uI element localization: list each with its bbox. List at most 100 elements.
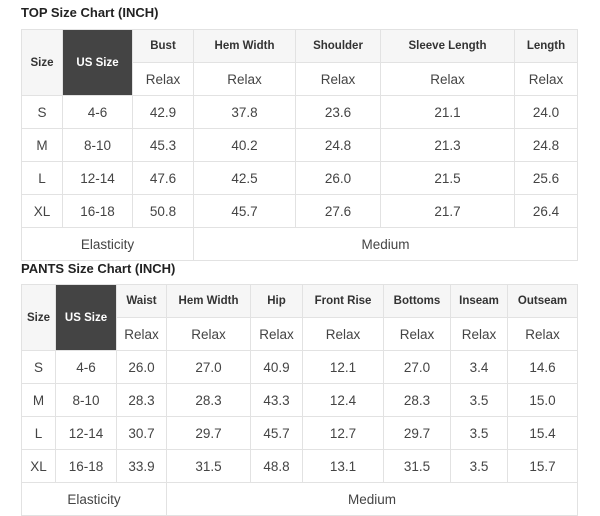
- column-header: Hip: [250, 284, 303, 318]
- table-cell: 43.3: [250, 383, 303, 417]
- table-cell: 29.7: [166, 416, 251, 450]
- table-cell: 45.7: [193, 194, 296, 228]
- table-cell: 23.6: [295, 95, 381, 129]
- elasticity-value: Medium: [193, 227, 578, 261]
- table-cell: 30.7: [116, 416, 167, 450]
- table-row: XL 16-18 50.8 45.7 27.6 21.7 26.4: [21, 194, 578, 228]
- table-cell: 12-14: [62, 161, 133, 195]
- column-header: Waist: [116, 284, 167, 318]
- table-cell: 16-18: [55, 449, 117, 483]
- table-cell: 24.8: [514, 128, 578, 162]
- column-header: Inseam: [450, 284, 508, 318]
- table-cell: 42.9: [132, 95, 194, 129]
- table-cell: 33.9: [116, 449, 167, 483]
- table-cell: 4-6: [62, 95, 133, 129]
- column-header: Bust: [132, 29, 194, 63]
- column-header: Hem Width: [166, 284, 251, 318]
- pants-chart-title: PANTS Size Chart (INCH): [21, 261, 176, 276]
- fit-label: Relax: [450, 317, 508, 351]
- elasticity-label: Elasticity: [21, 227, 194, 261]
- column-header: Size: [21, 284, 56, 351]
- table-cell: 15.0: [507, 383, 578, 417]
- table-cell: 12.1: [302, 350, 384, 384]
- table-cell: L: [21, 161, 63, 195]
- table-cell: 8-10: [62, 128, 133, 162]
- table-cell: 16-18: [62, 194, 133, 228]
- table-cell: 12.4: [302, 383, 384, 417]
- elasticity-value: Medium: [166, 482, 578, 516]
- column-header: US Size: [62, 29, 133, 96]
- table-cell: 27.6: [295, 194, 381, 228]
- table-cell: 3.5: [450, 383, 508, 417]
- table-cell: 4-6: [55, 350, 117, 384]
- table-cell: 28.3: [383, 383, 451, 417]
- pants-size-table: Size US Size Waist Hem Width Hip Front Rise Bo…: [21, 284, 578, 516]
- table-cell: 40.9: [250, 350, 303, 384]
- fit-label: Relax: [380, 62, 515, 96]
- table-cell: 45.3: [132, 128, 194, 162]
- table-cell: 27.0: [166, 350, 251, 384]
- column-header: Shoulder: [295, 29, 381, 63]
- table-cell: S: [21, 95, 63, 129]
- header-row: Size US Size Waist Hem Width Hip Front Rise Bo…: [21, 284, 578, 351]
- fit-label: Relax: [116, 317, 167, 351]
- table-cell: 3.5: [450, 416, 508, 450]
- table-cell: 12.7: [302, 416, 384, 450]
- column-header: Sleeve Length: [380, 29, 515, 63]
- table-cell: 21.3: [380, 128, 515, 162]
- elasticity-row: Elasticity Medium: [21, 227, 578, 261]
- table-cell: 42.5: [193, 161, 296, 195]
- table-cell: 21.5: [380, 161, 515, 195]
- table-cell: 31.5: [383, 449, 451, 483]
- table-cell: 26.4: [514, 194, 578, 228]
- table-cell: 24.0: [514, 95, 578, 129]
- table-cell: 13.1: [302, 449, 384, 483]
- column-header: Outseam: [507, 284, 578, 318]
- column-header: Front Rise: [302, 284, 384, 318]
- table-cell: 3.5: [450, 449, 508, 483]
- column-header: Size: [21, 29, 63, 96]
- table-cell: 50.8: [132, 194, 194, 228]
- table-row: L 12-14 30.7 29.7 45.7 12.7 29.7 3.5 15.4: [21, 416, 578, 450]
- table-cell: 29.7: [383, 416, 451, 450]
- fit-label: Relax: [250, 317, 303, 351]
- table-row: M 8-10 45.3 40.2 24.8 21.3 24.8: [21, 128, 578, 162]
- table-row: S 4-6 26.0 27.0 40.9 12.1 27.0 3.4 14.6: [21, 350, 578, 384]
- header-row: Size US Size Bust Hem Width Shoulder Sleeve L…: [21, 29, 578, 96]
- table-cell: 27.0: [383, 350, 451, 384]
- table-cell: 14.6: [507, 350, 578, 384]
- table-cell: 15.7: [507, 449, 578, 483]
- column-header: Length: [514, 29, 578, 63]
- table-cell: XL: [21, 194, 63, 228]
- column-header: US Size: [55, 284, 117, 351]
- fit-label: Relax: [507, 317, 578, 351]
- column-header: Hem Width: [193, 29, 296, 63]
- top-chart-title: TOP Size Chart (INCH): [21, 5, 159, 20]
- column-header: Bottoms: [383, 284, 451, 318]
- subheader-row: Relax Relax Relax Relax Relax Relax Relax: [22, 317, 578, 351]
- table-cell: 28.3: [116, 383, 167, 417]
- table-cell: 47.6: [132, 161, 194, 195]
- table-cell: 25.6: [514, 161, 578, 195]
- table-cell: L: [21, 416, 56, 450]
- fit-label: Relax: [193, 62, 296, 96]
- table-cell: 8-10: [55, 383, 117, 417]
- table-cell: 24.8: [295, 128, 381, 162]
- table-cell: 26.0: [116, 350, 167, 384]
- table-cell: 12-14: [55, 416, 117, 450]
- table-cell: 15.4: [507, 416, 578, 450]
- fit-label: Relax: [302, 317, 384, 351]
- table-cell: 3.4: [450, 350, 508, 384]
- table-cell: S: [21, 350, 56, 384]
- table-cell: 48.8: [250, 449, 303, 483]
- fit-label: Relax: [383, 317, 451, 351]
- table-row: M 8-10 28.3 28.3 43.3 12.4 28.3 3.5 15.0: [21, 383, 578, 417]
- elasticity-row: Elasticity Medium: [21, 482, 578, 516]
- table-cell: 31.5: [166, 449, 251, 483]
- table-cell: 21.7: [380, 194, 515, 228]
- table-cell: 45.7: [250, 416, 303, 450]
- fit-label: Relax: [295, 62, 381, 96]
- table-row: XL 16-18 33.9 31.5 48.8 13.1 31.5 3.5 15.7: [21, 449, 578, 483]
- fit-label: Relax: [132, 62, 194, 96]
- fit-label: Relax: [514, 62, 578, 96]
